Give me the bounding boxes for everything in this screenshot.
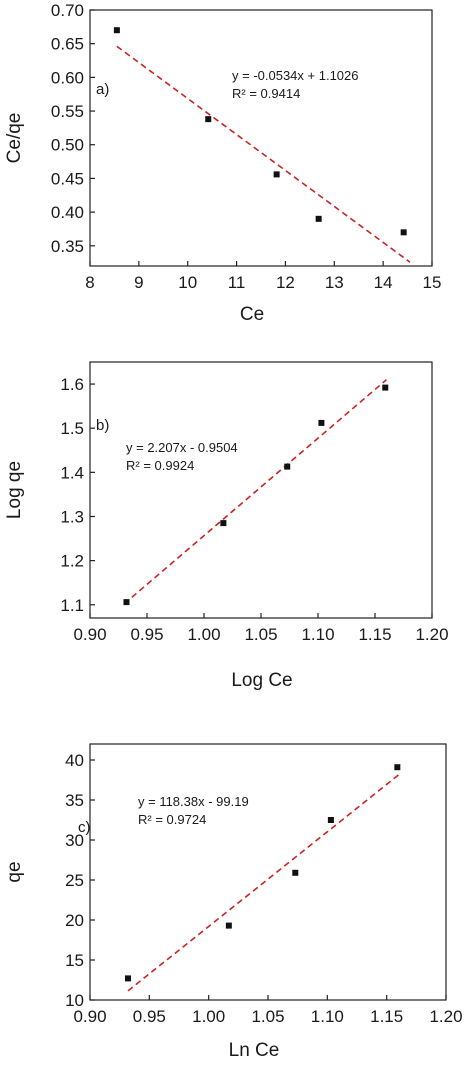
y-tick-label: 0.55 [51, 102, 84, 121]
data-point [123, 599, 130, 606]
panel-b-equation: y = 2.207x - 0.9504 [126, 440, 238, 455]
x-tick-label: 10 [178, 273, 197, 292]
x-tick-label: 11 [228, 273, 246, 292]
data-point [394, 764, 401, 771]
panel-a-equation: y = -0.0534x + 1.1026 [232, 68, 358, 83]
y-tick-label: 1.2 [60, 552, 84, 571]
y-tick-label: 10 [65, 991, 84, 1010]
x-tick-label: 1.10 [311, 1007, 344, 1026]
panel-c-y-axis-title: qe [4, 861, 25, 882]
y-tick-label: 0.65 [51, 35, 84, 54]
x-tick-label: 1.20 [415, 625, 448, 644]
data-point [292, 869, 299, 876]
x-tick-label: 1.00 [192, 1007, 225, 1026]
y-tick-label: 0.35 [51, 237, 84, 256]
data-point [382, 384, 389, 391]
panel-b-plot-frame [89, 361, 433, 619]
data-point [205, 116, 212, 123]
y-tick-label: 1.1 [60, 596, 84, 615]
data-point [273, 171, 280, 178]
data-point [124, 975, 131, 982]
panel-b-r-squared: R² = 0.9924 [126, 458, 194, 473]
panel-b-y-axis-title: Log qe [4, 461, 25, 519]
x-tick-label: 1.05 [251, 1007, 284, 1026]
panel-b-y-ticks: 1.1 1.2 1.3 1.4 1.5 1.6 [60, 375, 95, 615]
data-point [400, 229, 407, 236]
x-tick-label: 9 [134, 273, 143, 292]
data-point [315, 215, 322, 222]
panel-a-x-axis-title: Ce [240, 304, 264, 325]
y-tick-label: 0.45 [51, 169, 84, 188]
y-tick-label: 30 [65, 831, 84, 850]
panel-a-points [113, 27, 407, 236]
x-tick-label: 0.90 [73, 1007, 106, 1026]
data-point [284, 463, 291, 470]
x-tick-label: 1.15 [370, 1007, 403, 1026]
panel-c-equation: y = 118.38x - 99.19 [138, 794, 249, 809]
y-tick-label: 1.4 [60, 463, 84, 482]
y-tick-label: 1.6 [60, 375, 84, 394]
panel-a-r-squared: R² = 0.9414 [232, 86, 300, 101]
panel-b-x-axis-title: Log Ce [231, 670, 292, 691]
panel-b-points [123, 384, 389, 606]
x-tick-label: 0.95 [133, 1007, 166, 1026]
y-tick-label: 1.5 [60, 419, 84, 438]
x-tick-label: 13 [325, 273, 344, 292]
panel-c-r-squared: R² = 0.9724 [138, 812, 206, 827]
x-tick-label: 1.00 [187, 625, 220, 644]
panel-c-fit-line [127, 774, 400, 992]
panel-a-label: a) [96, 81, 109, 98]
data-point [220, 520, 227, 527]
x-tick-label: 1.05 [244, 625, 277, 644]
x-tick-label: 0.95 [130, 625, 163, 644]
panel-c-plot-frame [89, 743, 447, 1001]
x-tick-label: 15 [423, 273, 442, 292]
panel-a: 8 9 10 11 12 13 14 15 0.350.400.450.500.550.600… [4, 1, 441, 325]
panel-b-fit-line [123, 379, 387, 605]
panel-b-x-ticks: 0.90 0.95 1.00 1.05 1.10 1.15 1.20 [73, 613, 449, 644]
y-tick-label: 20 [65, 911, 84, 930]
panel-a-y-ticks: 0.35 0.40 0.45 0.50 0.55 0.60 0.65 0.70 [51, 1, 95, 256]
panel-a-fit-line [116, 45, 411, 263]
panel-c-points [124, 764, 401, 982]
panel-c: 0.90 0.95 1.00 1.05 1.10 1.15 1.20 10 15 20 25 30 3… [4, 743, 463, 1061]
y-tick-label: 25 [65, 871, 84, 890]
y-tick-label: 40 [65, 751, 84, 770]
x-tick-label: 1.15 [358, 625, 391, 644]
panel-b: 0.90 0.95 1.00 1.05 1.10 1.15 1.20 1.11.21.31.… [4, 361, 449, 691]
panel-c-x-ticks: 0.90 0.95 1.00 1.05 1.10 1.15 1.20 [73, 995, 463, 1026]
x-tick-label: 12 [276, 273, 295, 292]
panel-a-y-axis-title: Ce/qe [4, 113, 25, 164]
panel-b-label: b) [96, 417, 109, 434]
x-tick-label: 1.10 [301, 625, 334, 644]
y-tick-label: 1.3 [60, 507, 84, 526]
y-tick-label: 0.60 [51, 68, 84, 87]
panel-c-label: c) [78, 819, 91, 836]
data-point [113, 27, 120, 34]
y-tick-label: 0.50 [51, 136, 84, 155]
x-tick-label: 8 [85, 273, 94, 292]
panel-c-x-axis-title: Ln Ce [229, 1040, 280, 1061]
x-tick-label: 0.90 [73, 625, 106, 644]
y-tick-label: 15 [65, 951, 84, 970]
y-tick-label: 35 [65, 791, 84, 810]
panel-a-plot-frame [89, 9, 433, 267]
panel-c-y-ticks: 10 15 20 25 30 35 40 [65, 751, 95, 1010]
x-tick-label: 14 [374, 273, 393, 292]
x-tick-label: 1.20 [429, 1007, 462, 1026]
data-point [225, 922, 232, 929]
data-point [318, 419, 325, 426]
data-point [327, 817, 334, 823]
y-tick-label: 0.70 [51, 1, 84, 20]
panel-a-x-ticks: 8 9 10 11 12 13 14 15 [85, 261, 441, 292]
y-tick-label: 0.40 [51, 203, 84, 222]
